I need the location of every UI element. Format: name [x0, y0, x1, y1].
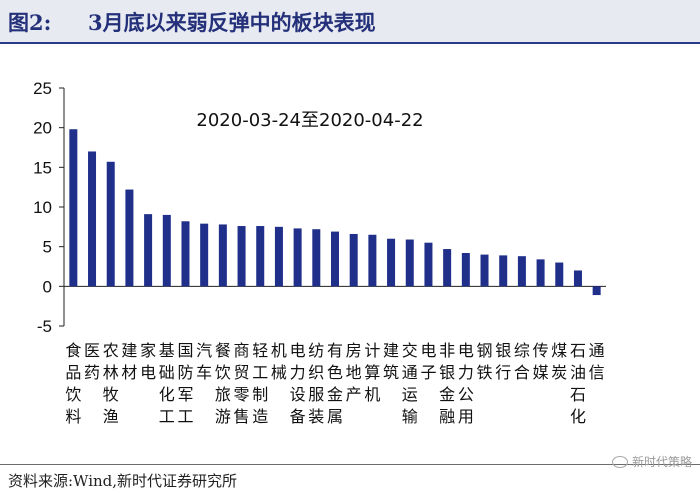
- bar-非银金融: [443, 249, 452, 287]
- bar-建材: [125, 189, 134, 287]
- category-label: 建材: [121, 341, 137, 382]
- y-tick-label: 5: [43, 238, 52, 257]
- bar-有色金属: [331, 231, 339, 287]
- category-label: 商贸零售: [234, 341, 250, 426]
- watermark: 新时代策略: [611, 453, 692, 470]
- category-label: 餐饮旅游: [215, 341, 231, 426]
- category-label: 有色金属: [327, 341, 343, 426]
- category-label: 国防军工: [177, 341, 193, 426]
- bar-电力设备: [293, 228, 302, 287]
- bar-计算机: [368, 234, 377, 287]
- category-label: 基础化工: [159, 341, 175, 426]
- bar-煤炭: [555, 262, 564, 287]
- figure-title: 3月底以来弱反弹中的板块表现: [88, 10, 376, 35]
- wechat-icon: [611, 455, 628, 468]
- category-label: 非银金融: [439, 341, 455, 426]
- category-label: 轻工制造: [252, 341, 268, 426]
- figure-header: 图2: 3月底以来弱反弹中的板块表现: [0, 0, 700, 44]
- category-label: 石油石化: [570, 341, 586, 426]
- category-label: 机械: [271, 341, 287, 382]
- category-label: 纺织服装: [308, 341, 324, 426]
- category-label: 建筑: [383, 341, 399, 382]
- category-label: 汽车: [196, 341, 212, 382]
- y-tick-label: 15: [33, 158, 52, 177]
- bar-纺织服装: [312, 229, 321, 287]
- category-label: 交通运输: [402, 341, 418, 426]
- bar-建筑: [387, 238, 396, 287]
- figure-label: 图2:: [8, 10, 52, 35]
- bar-chart: 25 20 15 10 5 0 -5 食品饮料医药农林牧渔建材家电基础化工国防军工汽车餐饮旅游…: [33, 79, 606, 426]
- footer-divider: [0, 464, 700, 465]
- y-tick-label: 20: [33, 119, 52, 138]
- category-label: 电力公用: [458, 341, 474, 426]
- bar-基础化工: [162, 214, 171, 287]
- bar-钢铁: [480, 254, 489, 287]
- category-label: 钢铁: [477, 341, 493, 382]
- category-label: 计算机: [364, 341, 380, 404]
- bar-餐饮旅游: [218, 224, 227, 287]
- y-tick-label: 25: [33, 79, 52, 98]
- bar-房地产: [349, 233, 358, 287]
- category-label: 房地产: [346, 341, 362, 404]
- bar-交通运输: [405, 239, 414, 287]
- bar-石油石化: [573, 270, 582, 287]
- category-label: 电力设备: [290, 341, 306, 426]
- category-label: 家电: [140, 341, 156, 382]
- bar-家电: [144, 214, 153, 287]
- bar-轻工制造: [256, 226, 265, 287]
- bar-综合: [517, 256, 526, 287]
- category-label: 综合: [514, 341, 530, 382]
- category-label: 传媒: [533, 341, 549, 382]
- bar-医药: [88, 151, 97, 287]
- bar-传媒: [536, 259, 545, 287]
- category-label: 医药: [84, 341, 100, 382]
- bar-国防军工: [181, 221, 190, 287]
- bar-商贸零售: [237, 226, 246, 287]
- watermark-text: 新时代策略: [631, 455, 692, 469]
- bar-电子: [424, 242, 433, 287]
- y-tick-label: 0: [43, 277, 52, 296]
- bar-食品饮料: [69, 129, 78, 287]
- category-label: 煤炭: [551, 341, 567, 382]
- bar-农林牧渔: [106, 161, 115, 287]
- category-label: 食品饮料: [65, 341, 81, 426]
- bar-通信: [592, 286, 601, 296]
- category-label: 银行: [495, 341, 511, 382]
- date-range-annotation: 2020-03-24至2020-04-22: [196, 110, 423, 131]
- y-tick-label: -5: [37, 317, 52, 336]
- source-note: 资料来源:Wind,新时代证券研究所: [8, 472, 238, 490]
- category-label: 电子: [420, 341, 436, 382]
- bar-电力公用: [461, 253, 470, 287]
- bar-机械: [274, 226, 283, 287]
- y-tick-label: 10: [33, 198, 52, 217]
- category-label: 通信: [589, 341, 605, 382]
- bar-银行: [499, 255, 508, 287]
- bar-汽车: [200, 223, 209, 287]
- category-label: 农林牧渔: [103, 341, 119, 426]
